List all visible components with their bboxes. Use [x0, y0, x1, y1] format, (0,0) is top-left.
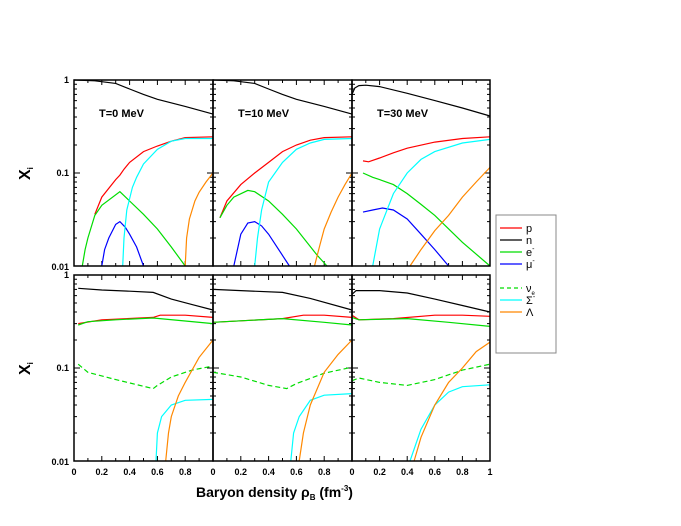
panel-title: T=10 MeV [238, 108, 290, 120]
series-line-sigma [372, 138, 491, 267]
series-line-e [81, 190, 186, 267]
x-tick-label: 0 [71, 467, 76, 477]
panel-frame [351, 79, 491, 267]
legend-label: Σ- [526, 294, 536, 307]
x-tick-label: 0.2 [373, 467, 386, 477]
x-tick-label: 0.4 [401, 467, 414, 477]
legend-entry-mu: μ- [500, 258, 535, 271]
panel: T=10 MeV [212, 79, 353, 267]
series-line-lambda [413, 341, 491, 462]
x-tick-label: 0.8 [456, 467, 469, 477]
x-tick-label: 0.6 [151, 467, 164, 477]
y-tick-label: 0.1 [56, 168, 69, 178]
legend-label: p [526, 223, 532, 235]
series-line-n [351, 290, 491, 313]
series-line-nu [77, 363, 214, 390]
series-line-lambda [409, 166, 491, 267]
series-line-e [212, 317, 353, 326]
legend-box [495, 214, 557, 354]
series-line-n [351, 84, 491, 117]
series-line-e [362, 172, 491, 267]
panel-frame [351, 274, 491, 462]
series-line-sigma [254, 137, 353, 267]
x-tick-label: 1 [487, 467, 492, 477]
x-tick-label: 0.4 [262, 467, 275, 477]
series-line-n [212, 288, 353, 311]
series-line-n [212, 79, 353, 115]
x-tick-label: 0 [210, 467, 215, 477]
series-line-n [73, 79, 214, 115]
legend-entry-p: p [500, 223, 532, 235]
x-tick-label: 0.4 [123, 467, 136, 477]
series-line-p [94, 136, 214, 215]
y-tick-label: 1 [64, 75, 69, 85]
x-tick-label: 0.2 [96, 467, 109, 477]
legend: pne-μ-νeΣ-Λ [495, 214, 557, 354]
series-line-sigma [155, 398, 214, 462]
legend-label: μ- [526, 258, 535, 271]
series-line-e [78, 317, 214, 326]
panel: 10.10.010 0.2 0.4 0.6 0.8 [51, 270, 214, 477]
panel: T=30 MeV [351, 79, 491, 267]
series-line-nu [351, 363, 491, 387]
legend-entry-n: n [500, 235, 532, 247]
series-line-e [219, 189, 328, 267]
y-tick-label: 0.1 [56, 363, 69, 373]
panel-title: T=0 MeV [99, 108, 145, 120]
legend-label: νe [526, 283, 536, 297]
series-line-lambda [313, 172, 353, 267]
series-line-p [362, 136, 491, 163]
series-line-p [78, 314, 214, 325]
x-tick-label: 0.6 [290, 467, 303, 477]
panel-frame [73, 274, 214, 462]
series-line-mu [362, 207, 450, 267]
x-tick-label: 0.2 [235, 467, 248, 477]
panel-title: T=30 MeV [377, 108, 429, 120]
series-line-lambda [298, 339, 353, 462]
y-tick-label: 0.01 [51, 457, 69, 467]
legend-entry-e: e- [500, 246, 535, 259]
series-line-sigma [290, 393, 353, 462]
series-line-n [78, 287, 214, 311]
series-line-sigma [122, 137, 213, 267]
y-axis-label-top: Xi [17, 167, 35, 180]
series-line-mu [101, 220, 145, 267]
x-axis-label: Baryon density ρB (fm-3) [196, 484, 353, 502]
series-line-p [219, 136, 353, 219]
legend-entry-nu: νe [500, 283, 536, 297]
x-tick-label: 0.6 [429, 467, 442, 477]
series-line-e [351, 316, 491, 327]
series-line-mu [233, 220, 290, 267]
legend-entry-sigma: Σ- [500, 294, 536, 307]
series-line-sigma [409, 384, 491, 462]
y-tick-label: 0.01 [51, 262, 69, 272]
y-axis-label-bottom: Xi [17, 362, 35, 375]
series-line-lambda [184, 172, 214, 267]
x-tick-label: 0 [349, 467, 354, 477]
legend-entry-lambda: Λ [500, 307, 534, 319]
series-line-lambda [165, 339, 214, 462]
y-tick-label: 1 [64, 270, 69, 280]
panel: 0 0.2 0.4 0.6 0.8 [210, 274, 353, 477]
legend-label: Λ [526, 307, 534, 319]
series-line-nu [212, 366, 353, 390]
panel: 0 0.2 0.4 0.6 0.8 1 [349, 274, 493, 477]
legend-label: e- [526, 246, 535, 259]
panel: T=0 MeV 1 0.1 0.01 [51, 75, 214, 272]
legend-label: n [526, 235, 532, 247]
x-tick-label: 0.8 [179, 467, 192, 477]
x-tick-label: 0.8 [318, 467, 331, 477]
panel-frame [212, 274, 353, 462]
